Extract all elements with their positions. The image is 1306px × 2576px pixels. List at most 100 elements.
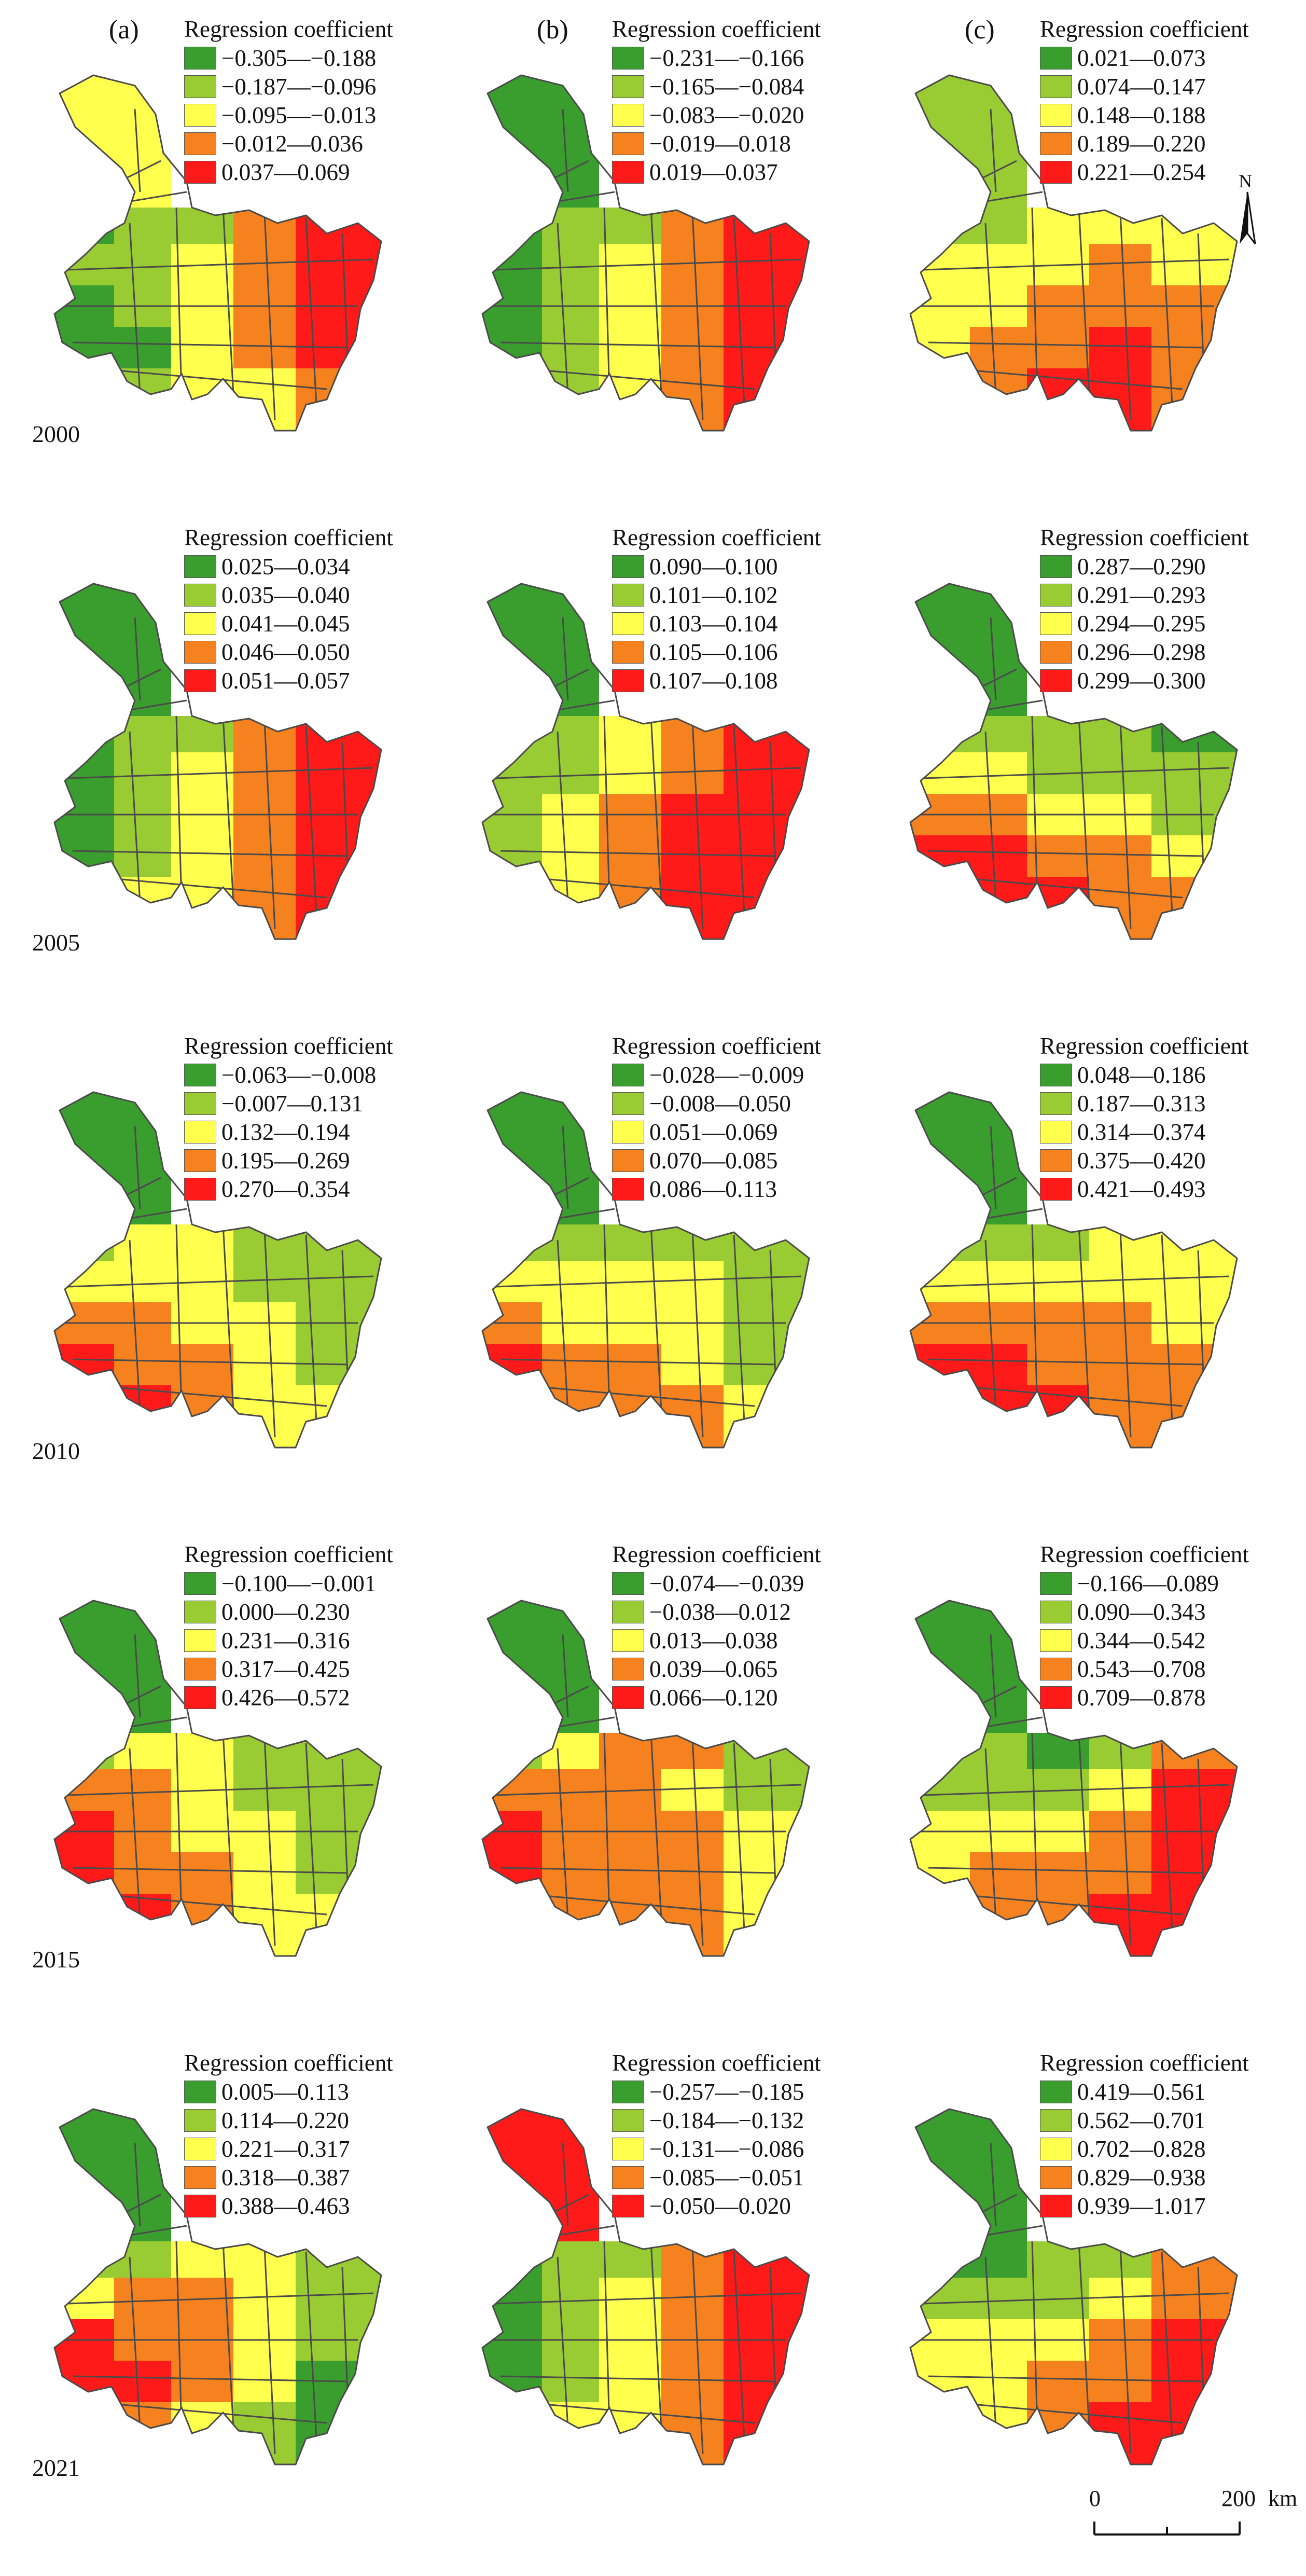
map-region <box>54 244 115 286</box>
legend-range: 0.086—0.113 <box>649 1176 777 1202</box>
province-outline <box>481 74 810 432</box>
legend-swatch <box>612 612 644 635</box>
map-region <box>910 1769 970 1811</box>
legend-swatch <box>612 2080 644 2103</box>
map-region <box>114 716 172 753</box>
choropleth-map <box>909 583 1238 940</box>
legend-range: 0.101—0.102 <box>649 582 778 608</box>
map-region <box>1151 877 1237 939</box>
map-region <box>114 327 172 369</box>
map-region <box>233 2278 296 2320</box>
district-boundary <box>341 233 349 359</box>
legend-item: 0.421—0.493 <box>1040 1175 1249 1203</box>
legend-swatch <box>1040 75 1072 98</box>
legend-swatch <box>612 1149 644 1172</box>
map-region <box>482 244 543 286</box>
map-region <box>54 835 115 877</box>
legend-swatch <box>1040 1177 1072 1201</box>
map-region <box>54 2241 115 2278</box>
map-region <box>910 1224 970 1261</box>
district-boundary <box>67 1275 374 1288</box>
legend-range: −0.074—−0.039 <box>649 1570 804 1596</box>
map-region <box>542 1769 600 1811</box>
map-region <box>910 835 970 877</box>
legend-range: 0.375—0.420 <box>1077 1147 1206 1174</box>
map-region <box>54 1261 115 1303</box>
map-region <box>482 2278 543 2320</box>
map-region <box>542 1894 600 1956</box>
district-boundary <box>134 617 141 701</box>
legend-item: 0.066—0.120 <box>612 1683 821 1712</box>
map-region <box>1089 327 1152 369</box>
map-region <box>171 1852 234 1894</box>
map-region <box>910 368 970 431</box>
district-boundary <box>1197 1250 1204 1375</box>
district-boundary <box>603 1732 610 1920</box>
legend-swatch <box>1040 2166 1072 2189</box>
year-label-2021: 2021 <box>32 2455 80 2481</box>
legend-range: −0.085—−0.051 <box>649 2164 804 2191</box>
district-boundary <box>557 1748 569 1920</box>
legend-item: −0.083—−0.020 <box>612 101 821 129</box>
map-region <box>1089 1852 1152 1894</box>
legend-swatch <box>612 1657 644 1680</box>
district-boundary <box>990 1634 997 1718</box>
legend-item: 0.291—0.293 <box>1040 581 1249 609</box>
map-region <box>661 1769 724 1811</box>
legend-range: −0.063—−0.008 <box>221 1062 377 1088</box>
legend-swatch <box>184 1063 216 1086</box>
district-boundary <box>495 2292 802 2305</box>
province-outline <box>909 1091 1238 1449</box>
map-region <box>661 1261 724 1303</box>
map-region <box>1089 835 1152 877</box>
district-boundary <box>341 2267 349 2392</box>
legend-item: 0.148—0.188 <box>1040 101 1249 129</box>
map-region <box>910 2278 970 2320</box>
legend-swatch <box>1040 612 1072 635</box>
map-region <box>54 584 171 716</box>
map-region <box>54 1769 115 1811</box>
map-region <box>1089 2278 1152 2320</box>
legend-item: 0.070—0.085 <box>612 1146 821 1175</box>
district-boundary <box>93 2401 327 2424</box>
map-panel: Regression coefficient −0.305—−0.188 −0.18… <box>0 0 415 498</box>
legend-item: 0.375—0.420 <box>1040 1146 1249 1175</box>
map-region <box>910 1601 1027 1733</box>
district-boundary <box>769 233 776 359</box>
map-region <box>910 208 970 244</box>
map-region <box>970 716 1027 753</box>
legend-range: 0.702—0.828 <box>1077 2136 1206 2162</box>
district-boundary <box>1078 207 1090 395</box>
map-region <box>482 2241 543 2278</box>
legend-range: 0.709—0.878 <box>1077 1684 1206 1711</box>
district-boundary <box>93 1384 327 1407</box>
legend-item: 0.035—0.040 <box>184 581 393 609</box>
district-boundary <box>175 1732 183 1920</box>
north-arrow-label: N <box>1239 171 1252 191</box>
map-region <box>482 584 599 716</box>
legend-item: 0.086—0.113 <box>612 1175 821 1203</box>
legend-item: 0.287—0.290 <box>1040 552 1249 581</box>
province-outline <box>481 1600 810 1957</box>
map-region <box>171 1344 234 1386</box>
map-region <box>482 1769 543 1811</box>
legend-range: −0.305—−0.188 <box>221 45 377 71</box>
legend: Regression coefficient 0.090—0.100 0.101—0… <box>612 523 821 695</box>
legend-swatch <box>1040 1120 1072 1144</box>
district-boundary <box>1161 1743 1173 1931</box>
district-boundary <box>305 1743 317 1931</box>
legend-range: 0.103—0.104 <box>649 610 778 637</box>
column-label-c: (c) <box>965 15 995 45</box>
map-region <box>1027 1852 1090 1894</box>
legend-item: −0.305—−0.188 <box>184 44 393 72</box>
district-boundary <box>263 721 276 929</box>
district-boundary <box>1119 721 1132 929</box>
legend-range: 0.039—0.065 <box>649 1656 778 1682</box>
district-boundary <box>1078 1732 1090 1920</box>
district-boundary <box>1031 207 1038 395</box>
legend-range: 0.105—0.106 <box>649 639 778 665</box>
legend-swatch <box>184 1177 216 1201</box>
map-region <box>910 1733 970 1770</box>
legend-item: 0.046—0.050 <box>184 638 393 666</box>
map-region <box>970 2361 1027 2403</box>
